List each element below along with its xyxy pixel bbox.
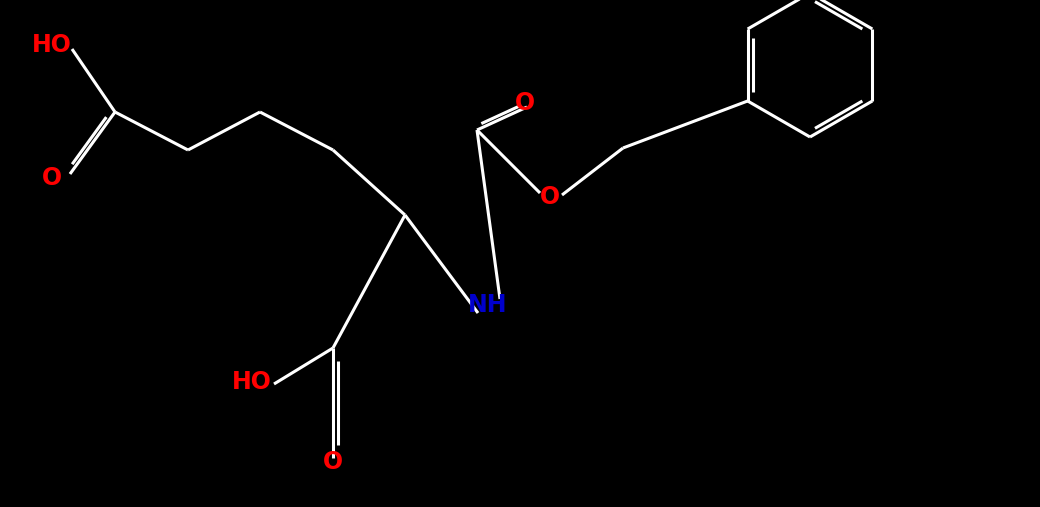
Text: HO: HO [232,370,271,394]
Text: HO: HO [32,33,72,57]
Text: O: O [540,185,561,209]
Text: O: O [323,450,343,474]
Text: O: O [42,166,62,190]
Text: O: O [515,91,535,115]
Text: NH: NH [468,293,508,317]
